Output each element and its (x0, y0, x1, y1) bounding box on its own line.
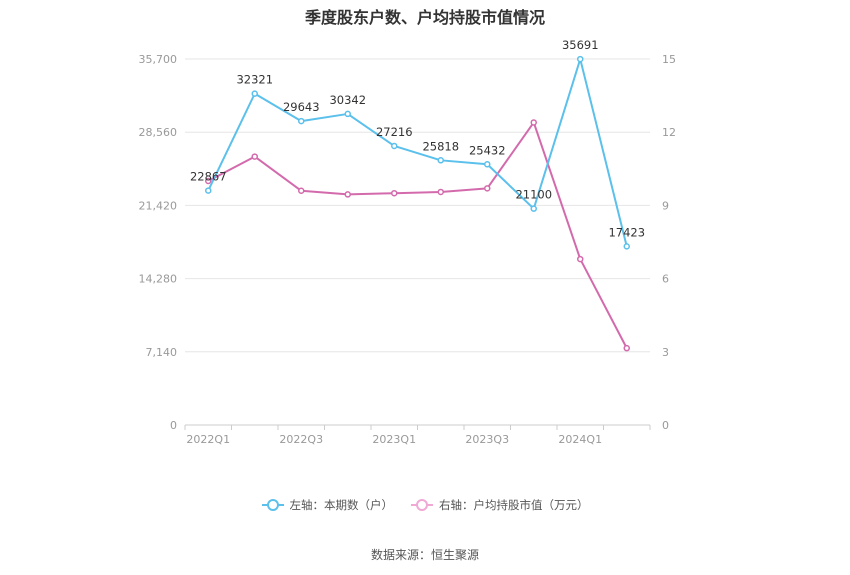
data-point (623, 344, 630, 352)
y-right-tick-label: 6 (662, 273, 669, 286)
data-point (577, 255, 584, 263)
data-point (344, 110, 351, 118)
data-label: 35691 (562, 38, 599, 52)
x-tick-label: 2023Q3 (465, 433, 509, 446)
y-left-tick-label: 14,280 (139, 273, 178, 286)
data-point (437, 157, 444, 164)
legend: 左轴：本期数（户） 右轴：户均持股市值（万元） (0, 497, 850, 513)
y-left-tick-label: 28,560 (139, 126, 178, 139)
data-label: 21100 (515, 188, 552, 202)
y-right-tick-label: 9 (662, 199, 669, 212)
data-label: 25818 (422, 139, 459, 153)
data-label: 17423 (608, 225, 645, 239)
data-point (484, 185, 491, 192)
data-label: 25432 (469, 143, 506, 157)
y-left-tick-label: 7,140 (146, 346, 178, 359)
y-left-tick-label: 21,420 (139, 199, 178, 212)
series-line-1 (207, 121, 628, 349)
data-point (484, 161, 491, 168)
x-tick-label: 2022Q3 (279, 433, 323, 446)
y-right-tick-label: 12 (662, 126, 676, 139)
x-tick-label: 2024Q1 (558, 433, 602, 446)
x-tick-label: 2022Q1 (186, 433, 230, 446)
x-tick-label: 2023Q1 (372, 433, 416, 446)
legend-line-icon (411, 498, 433, 512)
data-point (530, 205, 537, 212)
y-left-tick-label: 0 (170, 419, 177, 432)
y-right-tick-label: 15 (662, 53, 676, 66)
legend-line-icon (261, 498, 284, 512)
legend-item-avg-value[interactable]: 右轴：户均持股市值（万元） (411, 497, 589, 513)
chart-title: 季度股东户数、户均持股市值情况 (304, 8, 545, 27)
data-point (251, 90, 258, 97)
legend-item-households[interactable]: 左轴：本期数（户） (261, 497, 394, 513)
y-right-tick-label: 3 (662, 346, 669, 359)
data-point (391, 189, 398, 197)
data-label: 29643 (283, 100, 320, 114)
data-point (391, 142, 398, 150)
data-point (298, 117, 305, 125)
data-point (623, 243, 630, 250)
data-source: 数据来源：恒生聚源 (370, 548, 479, 562)
y-left-tick-label: 35,700 (139, 53, 178, 66)
legend-label-households: 左轴：本期数（户） (289, 498, 394, 512)
chart-area: 0 7,140 14,280 21,420 28,560 35,700 0 3 6 9 12 15 20… (139, 38, 677, 446)
data-point (344, 191, 351, 198)
data-point (530, 119, 537, 126)
data-label: 30342 (329, 93, 366, 107)
data-point (205, 187, 212, 194)
legend-label-avg-value: 右轴：户均持股市值（万元） (439, 498, 589, 512)
data-point (205, 177, 212, 185)
data-label: 32321 (236, 73, 273, 87)
y-right-tick-label: 0 (662, 419, 669, 432)
data-point (298, 187, 305, 195)
data-point (437, 188, 444, 196)
data-label: 22867 (190, 170, 227, 184)
series-line-0 (207, 58, 628, 247)
data-point (577, 55, 584, 63)
data-label: 27216 (376, 125, 413, 139)
data-point (251, 153, 258, 160)
